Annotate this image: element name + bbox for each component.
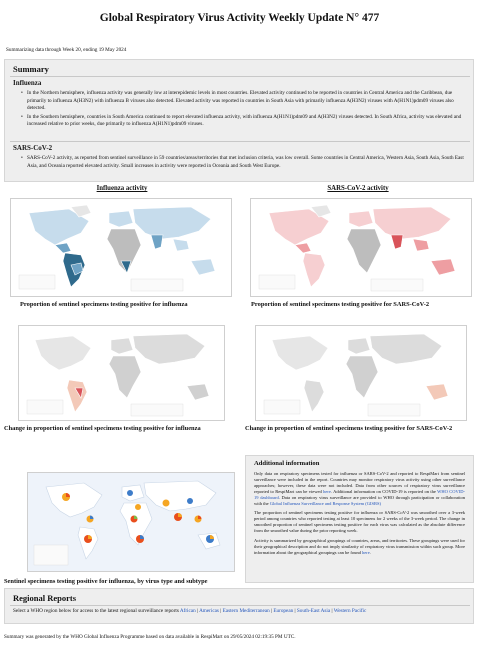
region-link-americas[interactable]: Americas (199, 608, 219, 614)
world-map-graphic (28, 473, 234, 571)
region-link-european[interactable]: European (273, 608, 294, 614)
regional-links-line: Select a WHO region below for access to … (13, 608, 367, 614)
influenza-bullet: In the Southern hemisphere, countries in… (21, 114, 469, 129)
page-title: Global Respiratory Virus Activity Weekly… (99, 12, 380, 24)
summary-section: Summary Influenza In the Northern hemisp… (4, 59, 474, 182)
caption-subtype: Sentinel specimens testing positive for … (4, 578, 208, 585)
region-link-western-pacific[interactable]: Western Pacific (333, 608, 367, 614)
caption-sars-change: Change in proportion of sentinel specime… (245, 425, 453, 432)
regional-reports-heading: Regional Reports (13, 593, 77, 603)
sars-bullet: SARS-CoV-2 activity, as reported from se… (21, 155, 469, 170)
subtype-pie-markers (62, 490, 214, 543)
summary-divider (10, 141, 470, 142)
sars-activity-title: SARS-CoV-2 activity (327, 185, 389, 192)
caption-influenza-proportion: Proportion of sentinel specimens testing… (20, 301, 188, 308)
world-map-graphic (18, 204, 216, 292)
info-text: Only data on respiratory specimens teste… (254, 471, 465, 494)
additional-info-panel: Additional information Only data on resp… (245, 455, 474, 583)
info-paragraph: Activity is summarized by geographical g… (254, 538, 465, 555)
covid-dashboard-link[interactable]: WHO COVID-19 dashboard (254, 488, 466, 500)
date-range-text: Summarizing data through Week 20, ending… (6, 47, 127, 53)
caption-sars-proportion: Proportion of sentinel specimens testing… (251, 301, 430, 308)
summary-divider (10, 76, 470, 77)
summary-heading: Summary (13, 64, 49, 74)
groupings-here-link[interactable]: here (361, 549, 370, 555)
info-paragraph: The proportion of sentinel specimens tes… (254, 510, 465, 534)
regional-reports-section: Regional Reports Select a WHO region bel… (4, 588, 474, 624)
sars-bullet-list: SARS-CoV-2 activity, as reported from se… (21, 155, 469, 171)
influenza-heading: Influenza (13, 79, 42, 87)
caption-influenza-change: Change in proportion of sentinel specime… (4, 425, 201, 432)
info-text: . Data on respiratory virus surveillance… (254, 494, 465, 506)
sars-proportion-map (250, 198, 472, 297)
influenza-bullet: In the Northern hemisphere, influenza ac… (21, 90, 469, 113)
subtype-pie-map (27, 472, 235, 572)
sars-change-map (255, 325, 467, 421)
info-text: . Additional information on COVID-19 is … (330, 488, 436, 494)
region-link-south-east-asia[interactable]: South-East Asia (296, 608, 331, 614)
world-map-graphic (26, 333, 210, 417)
regional-intro-text: Select a WHO region below for access to … (13, 608, 179, 614)
gisrs-link[interactable]: Global Influenza Surveillance and Respon… (269, 500, 381, 506)
region-link-african[interactable]: African (179, 608, 196, 614)
info-paragraph: Only data on respiratory specimens teste… (254, 471, 465, 506)
influenza-change-map (18, 325, 225, 421)
region-link-eastern-mediterranean[interactable]: Eastern Mediterranean (222, 608, 270, 614)
influenza-bullet-list: In the Northern hemisphere, influenza ac… (21, 90, 469, 130)
info-text: Activity is summarized by geographical g… (254, 538, 465, 555)
influenza-proportion-map (10, 198, 232, 297)
sars-heading: SARS-CoV-2 (13, 144, 53, 152)
world-map-graphic (263, 333, 449, 417)
world-map-graphic (258, 204, 456, 292)
influenza-activity-title: Influenza activity (96, 185, 148, 192)
here-link[interactable]: here (323, 488, 331, 494)
additional-info-heading: Additional information (254, 460, 320, 467)
regional-divider (10, 605, 470, 606)
footer-note: Summary was generated by the WHO Global … (4, 634, 296, 640)
